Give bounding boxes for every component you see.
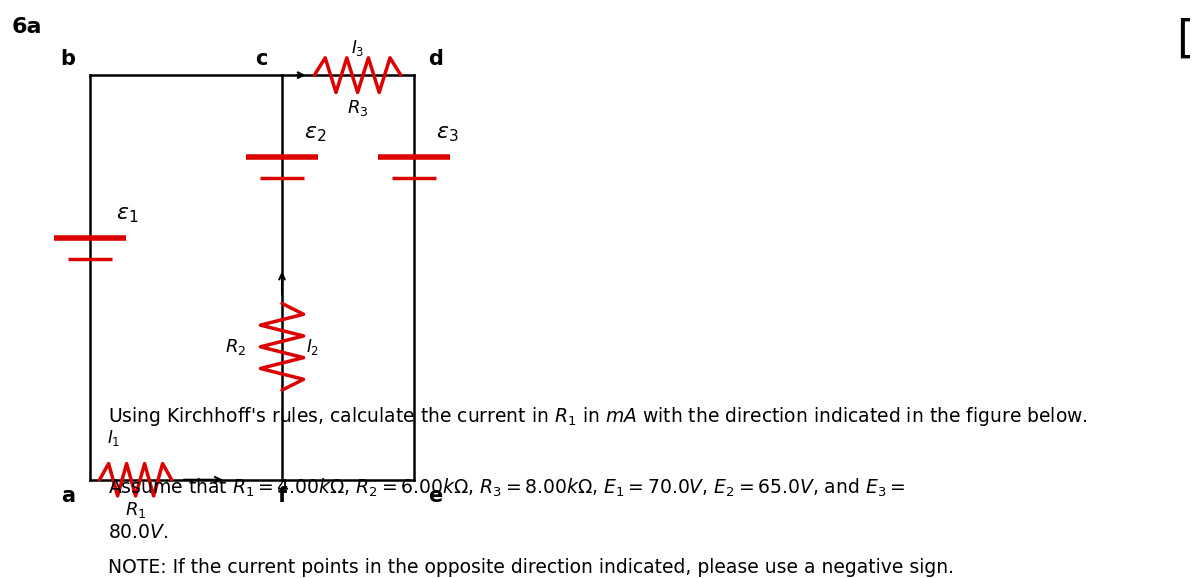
Text: [: [	[1177, 17, 1194, 60]
Text: e: e	[428, 486, 443, 506]
Text: $I_2$: $I_2$	[306, 337, 319, 357]
Text: $80.0V$.: $80.0V$.	[108, 523, 168, 542]
Text: NOTE: If the current points in the opposite direction indicated, please use a ne: NOTE: If the current points in the oppos…	[108, 558, 954, 577]
Text: f: f	[277, 486, 287, 506]
Text: $I_3$: $I_3$	[350, 38, 365, 58]
Text: $\varepsilon_1$: $\varepsilon_1$	[116, 205, 139, 225]
Text: d: d	[428, 49, 443, 69]
Text: 6a: 6a	[12, 17, 42, 38]
Text: Assume that $R_1 = 4.00k\Omega$, $R_2 = 6.00k\Omega$, $R_3 = 8.00k\Omega$, $E_1 : Assume that $R_1 = 4.00k\Omega$, $R_2 = …	[108, 477, 905, 499]
Text: $I_1$: $I_1$	[107, 428, 121, 448]
Text: $R_2$: $R_2$	[224, 337, 246, 357]
Text: b: b	[60, 49, 76, 69]
Text: $R_3$: $R_3$	[347, 98, 368, 118]
Text: $\varepsilon_3$: $\varepsilon_3$	[436, 124, 458, 144]
Text: $R_1$: $R_1$	[125, 500, 146, 520]
Text: $\varepsilon_2$: $\varepsilon_2$	[304, 124, 326, 144]
Text: Using Kirchhoff's rules, calculate the current in $R_1$ in $mA$ with the directi: Using Kirchhoff's rules, calculate the c…	[108, 405, 1088, 428]
Text: a: a	[61, 486, 76, 506]
Text: c: c	[256, 49, 268, 69]
